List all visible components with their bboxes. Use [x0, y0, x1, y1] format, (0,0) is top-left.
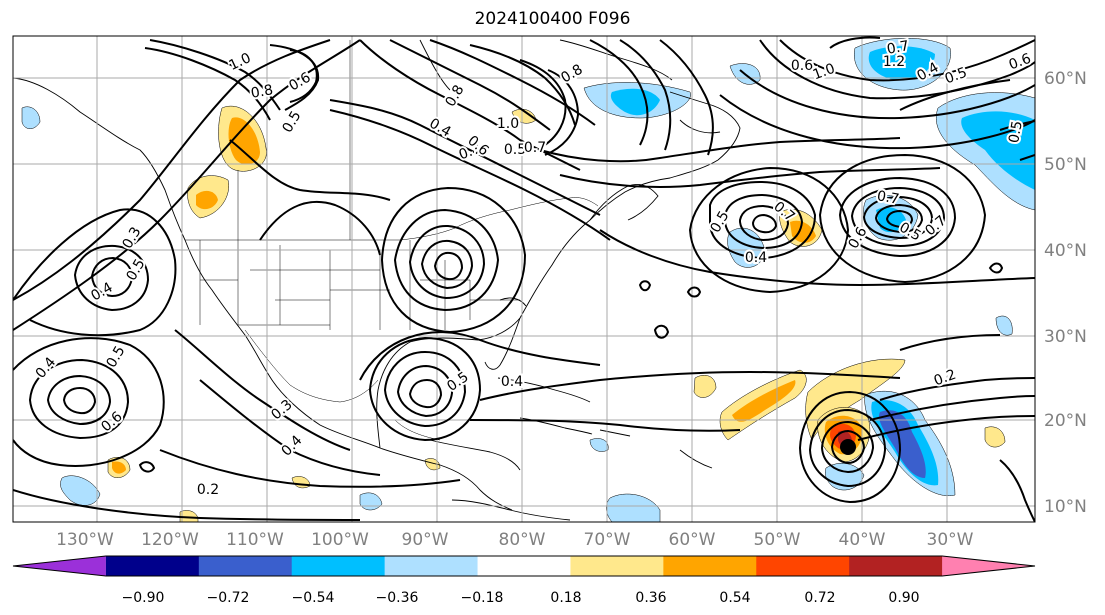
contour-label: 0.2 — [197, 482, 219, 498]
contour-label: 0.8 — [558, 62, 585, 87]
contour-label: 0.3 — [268, 397, 295, 424]
lat-label: 30°N — [1044, 327, 1087, 347]
colorbar-segment — [942, 556, 1035, 576]
contour-label: 0.7 — [524, 140, 546, 156]
lon-label: 110°W — [226, 530, 284, 550]
storm-center-marker — [840, 439, 856, 455]
anomaly-shading — [21, 38, 1035, 522]
contour-label: 0.6 — [1007, 51, 1033, 74]
colorbar-tick-label: 0.72 — [804, 590, 835, 606]
colorbar — [12, 555, 1036, 577]
lon-label: 100°W — [311, 530, 369, 550]
lon-label: 60°W — [669, 530, 716, 550]
colorbar-tick-label: −0.54 — [292, 590, 335, 606]
contour-label: 1.2 — [883, 54, 905, 70]
coastlines — [13, 39, 741, 521]
contour-label: 0.5 — [504, 142, 526, 158]
colorbar-segment — [570, 556, 664, 576]
colorbar-segment — [756, 556, 850, 576]
lat-label: 40°N — [1044, 241, 1087, 261]
contour-label: 0.7 — [886, 38, 911, 58]
colorbar-tick-label: −0.18 — [461, 590, 504, 606]
colorbar-tick-label: 0.36 — [635, 590, 666, 606]
contour-label: 0.5 — [1006, 120, 1026, 145]
contour-label: 0.4 — [88, 279, 115, 304]
contour-label: 0.4 — [745, 250, 767, 266]
colorbar-tick-label: −0.90 — [122, 590, 165, 606]
lon-label: 50°W — [754, 530, 801, 550]
contour-label: 0.8 — [250, 82, 275, 102]
contour-label: 1.0 — [227, 50, 254, 74]
longitude-axis: 130°W 120°W 110°W 100°W 90°W 80°W 70°W 6… — [56, 530, 974, 550]
lon-label: 30°W — [927, 530, 974, 550]
contour-label: 0.4 — [426, 116, 453, 141]
lat-label: 50°N — [1044, 155, 1087, 175]
contour-label: 0.6 — [791, 58, 813, 74]
lon-label: 130°W — [56, 530, 114, 550]
colorbar-tick-label: 0.90 — [888, 590, 919, 606]
lon-label: 70°W — [584, 530, 631, 550]
map-title: 2024100400 F096 — [474, 9, 631, 29]
contour-lines — [13, 36, 1035, 522]
contour-label: 0.4 — [33, 354, 60, 381]
contour-label: 0.7 — [922, 213, 949, 240]
contour-label: 0.4 — [501, 374, 523, 390]
colorbar-segment — [291, 556, 386, 576]
contour-label: 1.0 — [497, 116, 519, 132]
colorbar-segment — [13, 556, 106, 576]
colorbar-segment — [849, 556, 943, 576]
colorbar-segment — [198, 556, 293, 576]
colorbar-tick-label: −0.72 — [207, 590, 250, 606]
lon-label: 80°W — [499, 530, 546, 550]
colorbar-tick-label: 0.18 — [550, 590, 581, 606]
colorbar-tick-label: −0.36 — [376, 590, 419, 606]
lon-label: 40°W — [839, 530, 886, 550]
contour-label: 0.5 — [280, 108, 305, 135]
colorbar-outline — [12, 555, 1036, 577]
colorbar-segment — [105, 556, 200, 576]
contour-label: 0.7 — [876, 188, 901, 208]
contour-label: 0.5 — [124, 256, 149, 283]
lat-label: 10°N — [1044, 497, 1087, 517]
political-borders — [181, 40, 599, 441]
lon-label: 90°W — [402, 530, 449, 550]
contour-label: 0.2 — [932, 367, 958, 390]
lat-label: 20°N — [1044, 411, 1087, 431]
lat-label: 60°N — [1044, 69, 1087, 89]
map-frame — [12, 35, 1036, 523]
colorbar-segment — [663, 556, 757, 576]
colorbar-ticks: −0.90 −0.72 −0.54 −0.36 −0.18 0.18 0.36 … — [122, 590, 920, 606]
lon-label: 120°W — [141, 530, 199, 550]
colorbar-tick-label: 0.54 — [719, 590, 750, 606]
contour-label: 0.5 — [444, 369, 471, 395]
contour-label: 0.6 — [98, 409, 125, 436]
colorbar-segment — [384, 556, 479, 576]
latitude-axis: 60°N 50°N 40°N 30°N 20°N 10°N — [1044, 69, 1087, 517]
colorbar-segment — [477, 556, 571, 576]
